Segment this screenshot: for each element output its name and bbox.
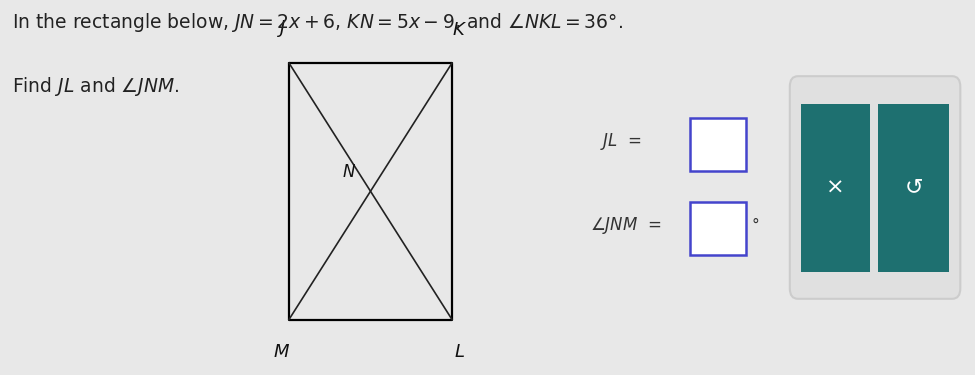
FancyBboxPatch shape bbox=[690, 118, 746, 171]
Text: $\angle JNM$  =: $\angle JNM$ = bbox=[590, 215, 661, 236]
Text: $K$: $K$ bbox=[452, 21, 467, 39]
Text: $JL$  =: $JL$ = bbox=[600, 131, 642, 152]
Text: °: ° bbox=[751, 218, 759, 233]
Text: In the rectangle below, $JN=2x+6$, $KN=5x-9$, and $\angle NKL=36°$.: In the rectangle below, $JN=2x+6$, $KN=5… bbox=[12, 11, 623, 34]
FancyBboxPatch shape bbox=[801, 104, 871, 272]
FancyBboxPatch shape bbox=[690, 202, 746, 255]
Text: $N$: $N$ bbox=[341, 163, 356, 181]
Text: $L$: $L$ bbox=[454, 343, 465, 361]
Text: ×: × bbox=[827, 177, 845, 198]
Text: ↺: ↺ bbox=[905, 177, 923, 198]
FancyBboxPatch shape bbox=[878, 104, 949, 272]
Text: $M$: $M$ bbox=[273, 343, 291, 361]
FancyBboxPatch shape bbox=[790, 76, 960, 299]
Text: Find $JL$ and $\angle JNM$.: Find $JL$ and $\angle JNM$. bbox=[12, 75, 179, 98]
Text: $J$: $J$ bbox=[277, 18, 287, 39]
